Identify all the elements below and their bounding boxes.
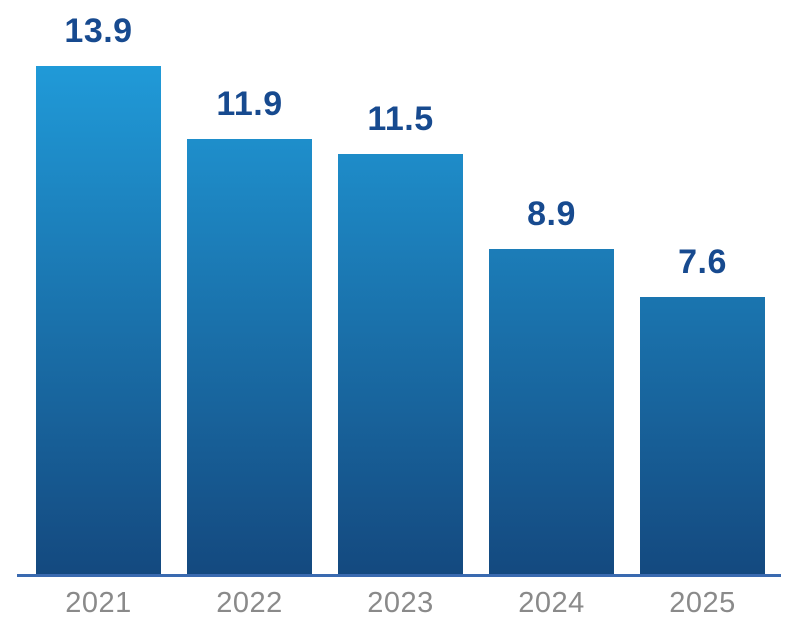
bar-value-label: 13.9	[64, 12, 133, 50]
bars-area: 13.9 11.9 11.5 8.9 7.6	[36, 0, 765, 575]
bar: 8.9	[489, 197, 614, 575]
bar-column: 8.9	[489, 197, 614, 575]
bar: 13.9	[36, 14, 161, 575]
bar-value-label: 7.6	[678, 243, 727, 281]
bar: 7.6	[640, 245, 765, 575]
bar-value-label: 8.9	[527, 195, 576, 233]
bar-column: 13.9	[36, 14, 161, 575]
bar-value-label: 11.9	[216, 85, 283, 123]
x-axis-tick-label: 2025	[669, 587, 736, 619]
x-axis-tick-label: 2023	[367, 587, 434, 619]
x-axis-line	[17, 574, 781, 577]
bar-column: 11.5	[338, 102, 463, 575]
bar-column: 7.6	[640, 245, 765, 575]
bar-column: 11.9	[187, 87, 312, 575]
bar: 11.9	[187, 87, 312, 575]
x-axis-tick-label: 2024	[518, 587, 585, 619]
x-axis-tick-label: 2021	[65, 587, 132, 619]
bar: 11.5	[338, 102, 463, 575]
x-axis-labels: 2021 2022 2023 2024 2025	[36, 587, 765, 620]
x-axis-tick-label: 2022	[216, 587, 283, 619]
bar-value-label: 11.5	[367, 100, 434, 138]
